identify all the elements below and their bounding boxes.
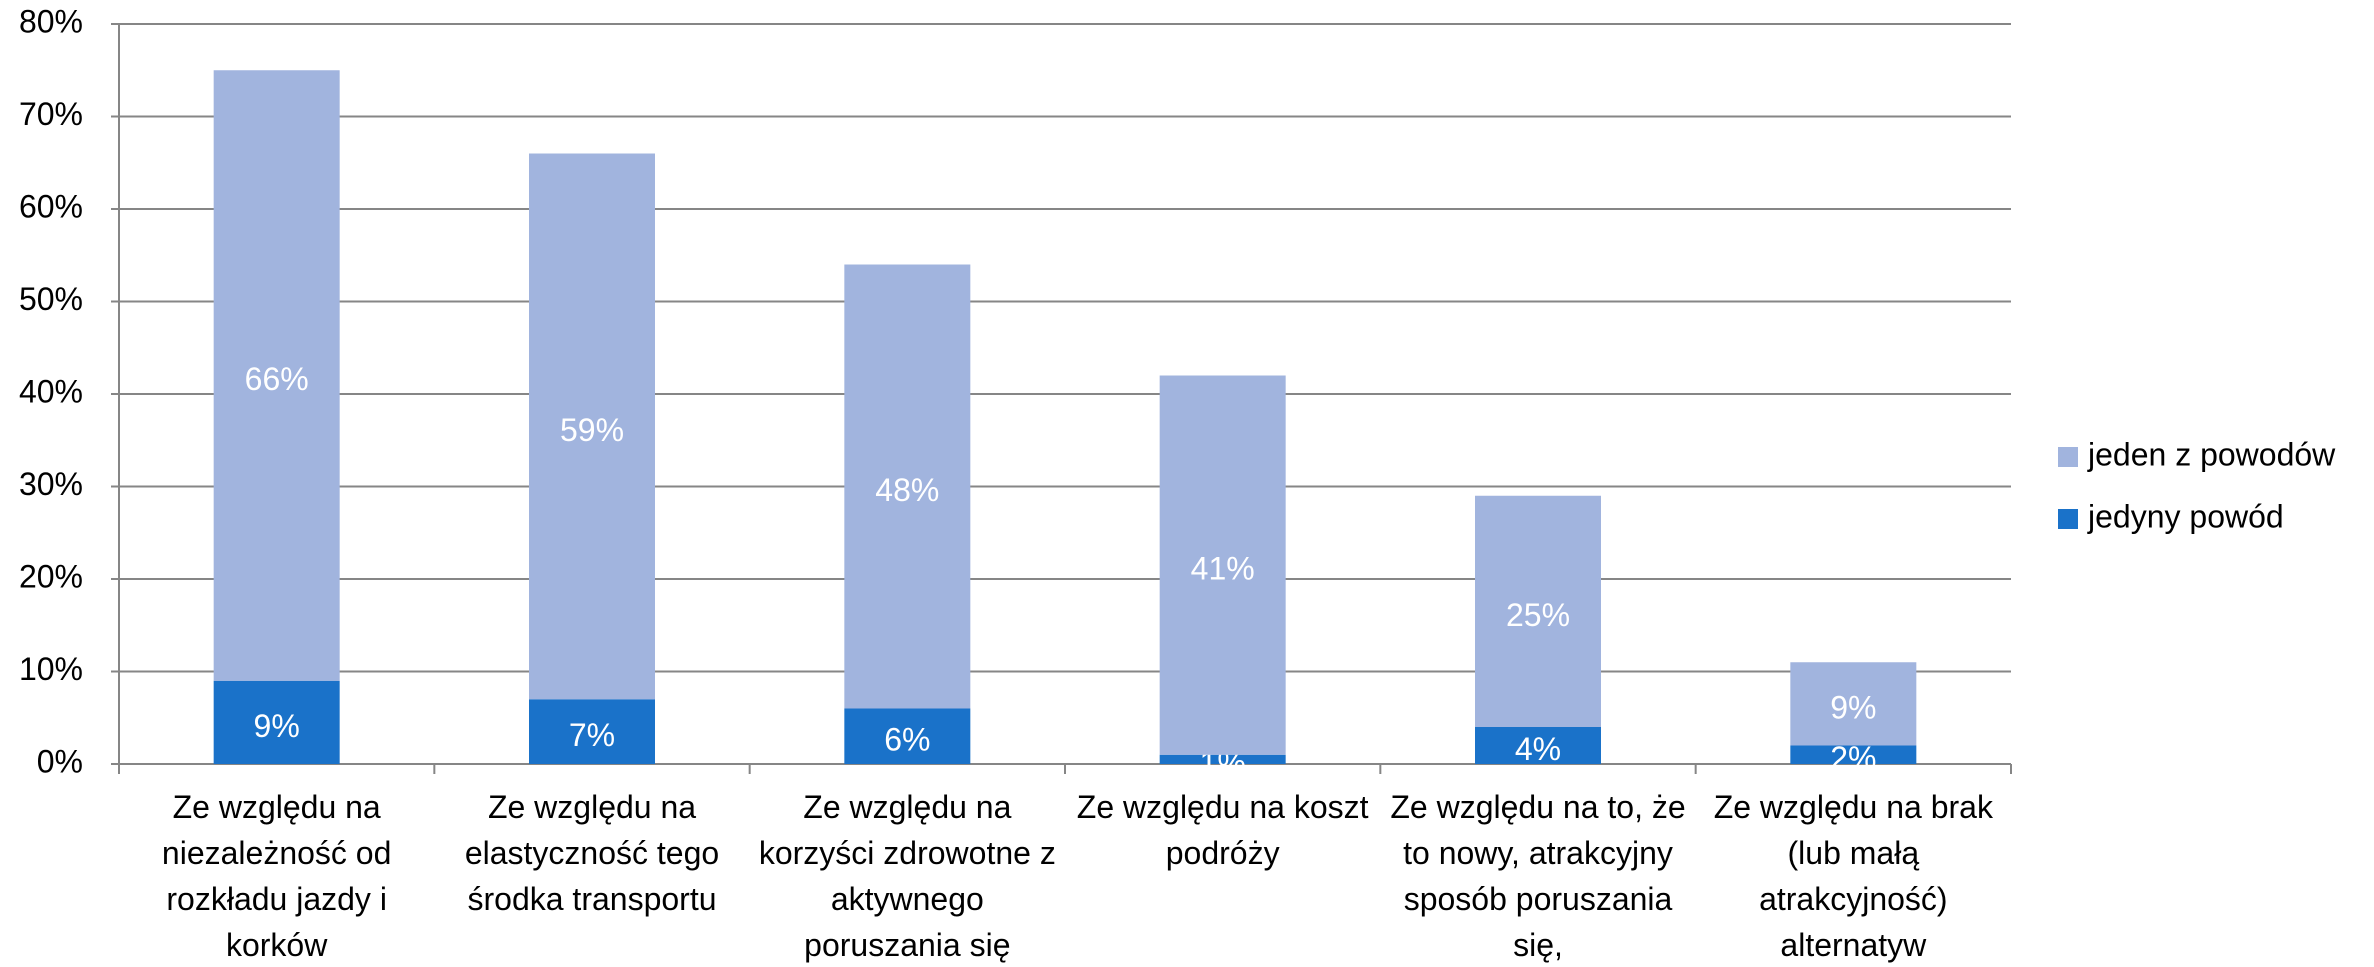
y-tick-label: 40% [19, 373, 83, 409]
data-label: 25% [1506, 597, 1570, 633]
legend-label: jeden z powodów [2087, 436, 2336, 472]
bar-segment [213, 70, 340, 681]
x-tick-label: Ze względu na korzyści zdrowotne z aktyw… [758, 789, 1056, 963]
data-label: 9% [1830, 689, 1876, 725]
x-tick-label: Ze względu na niezależność od rozkładu j… [161, 789, 392, 963]
x-tick-label: Ze względu na to, że to nowy, atrakcyjny… [1390, 789, 1686, 963]
x-tick-label: Ze względu na koszt podróży [1076, 789, 1369, 871]
bar-segment [213, 680, 340, 764]
data-label: 7% [569, 717, 615, 753]
legend-label: jedyny powód [2087, 498, 2284, 534]
y-tick-label: 30% [19, 466, 83, 502]
data-label: 9% [254, 708, 300, 744]
bar-segment [844, 708, 971, 764]
bar-segment [844, 264, 971, 709]
data-label: 66% [245, 361, 309, 397]
data-label: 48% [875, 472, 939, 508]
bar-segment [529, 699, 655, 764]
bar-segment [1790, 662, 1917, 746]
data-label: 2% [1830, 740, 1876, 776]
data-label: 4% [1515, 731, 1561, 767]
y-tick-label: 70% [19, 96, 83, 132]
data-label: 41% [1191, 551, 1255, 587]
bar-segment [1475, 727, 1601, 764]
legend-swatch [2058, 447, 2078, 467]
x-tick-label: Ze względu na brak (lub małą atrakcyjnoś… [1713, 789, 1993, 963]
bar-segment [1159, 754, 1286, 764]
y-tick-label: 80% [19, 3, 83, 39]
y-tick-label: 50% [19, 281, 83, 317]
bar-segment [1159, 375, 1286, 755]
legend-swatch [2058, 509, 2078, 529]
y-tick-label: 0% [37, 743, 83, 779]
data-label: 6% [884, 722, 930, 758]
bar-segment [529, 153, 655, 700]
bar-segment [1475, 495, 1601, 727]
y-tick-label: 60% [19, 188, 83, 224]
y-tick-label: 10% [19, 651, 83, 687]
bar-segment [1790, 745, 1917, 764]
x-tick-label: Ze względu na elastyczność tego środka t… [464, 789, 720, 917]
y-tick-label: 20% [19, 558, 83, 594]
data-label: 59% [560, 412, 624, 448]
